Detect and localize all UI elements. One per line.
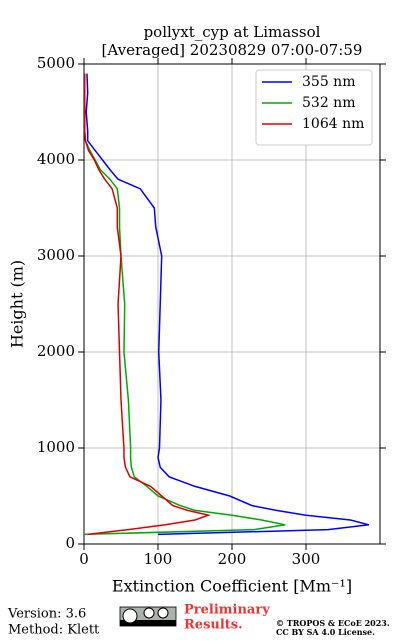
legend-box <box>255 69 373 146</box>
cc-logo <box>119 606 177 627</box>
legend-label: 1064 nm <box>302 116 364 132</box>
copyright: © TROPOS & ECoE 2023. <box>276 618 390 628</box>
x-axis-label: Extinction Coefficient [Mm⁻¹] <box>112 577 352 596</box>
x-tick-label: 100 <box>144 550 173 568</box>
legend-label: 355 nm <box>302 74 355 90</box>
plot-frame <box>83 63 381 545</box>
preliminary: Preliminary <box>184 603 270 618</box>
version: Version: 3.6 <box>7 607 86 622</box>
legend-label: 532 nm <box>302 95 355 111</box>
profile-line <box>83 73 286 536</box>
y-tick-label: 3000 <box>37 246 75 264</box>
x-tick-label: 300 <box>292 550 321 568</box>
copyright: CC BY SA 4.0 License. <box>276 627 375 637</box>
y-tick-label: 1000 <box>37 438 75 456</box>
chart-subtitle: [Averaged] 20230829 07:00-07:59 <box>102 41 363 59</box>
profile-line <box>85 73 370 536</box>
y-tick-label: 0 <box>65 534 75 552</box>
y-tick-label: 5000 <box>37 54 75 72</box>
profile-line <box>83 73 211 536</box>
preliminary: Results. <box>184 618 243 633</box>
x-tick-label: 200 <box>218 550 247 568</box>
method: Method: Klett <box>8 623 100 638</box>
x-tick-label: 0 <box>79 550 89 568</box>
y-tick-label: 2000 <box>37 342 75 360</box>
chart-title: pollyxt_cyp at Limassol <box>144 23 321 41</box>
y-tick-label: 4000 <box>37 150 75 168</box>
y-axis-label: Height (m) <box>8 260 27 348</box>
